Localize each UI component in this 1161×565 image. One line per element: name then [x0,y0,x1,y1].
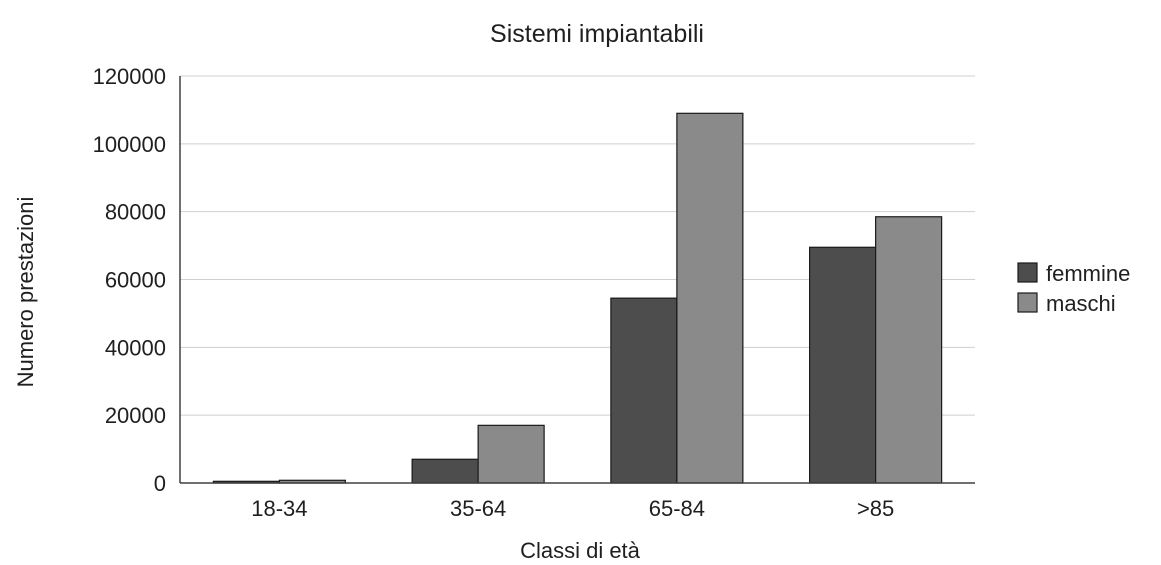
x-tick-label: >85 [857,496,894,521]
x-tick-labels: 18-34 35-64 65-84 >85 [251,496,894,521]
legend-swatch-femmine [1017,262,1038,283]
bar-femmine-3 [610,297,678,484]
legend: femmine maschi [1017,261,1130,316]
y-tick-label: 0 [154,471,166,496]
bar-maschi-4 [875,216,943,484]
y-tick-label: 20000 [105,403,166,428]
legend-label-maschi: maschi [1046,291,1116,316]
x-tick-label: 35-64 [450,496,506,521]
y-tick-label: 80000 [105,200,166,225]
y-tick-label: 100000 [93,132,166,157]
x-axis-title: Classi di età [520,538,641,563]
y-tick-labels: 0 20000 40000 60000 80000 100000 120000 [93,64,166,496]
bar-femmine-2 [411,458,479,484]
axes [179,76,975,484]
bars [212,112,943,484]
y-tick-label: 60000 [105,268,166,293]
legend-swatch-maschi [1017,292,1038,313]
legend-label-femmine: femmine [1046,261,1130,286]
y-tick-label: 40000 [105,335,166,360]
bar-femmine-4 [809,246,877,484]
x-tick-label: 18-34 [251,496,307,521]
x-tick-label: 65-84 [649,496,705,521]
bar-maschi-2 [477,424,545,484]
y-tick-label: 120000 [93,64,166,89]
y-axis-title: Numero prestazioni [13,197,38,388]
bar-maschi-3 [676,112,744,484]
chart-title: Sistemi impiantabili [490,20,704,48]
